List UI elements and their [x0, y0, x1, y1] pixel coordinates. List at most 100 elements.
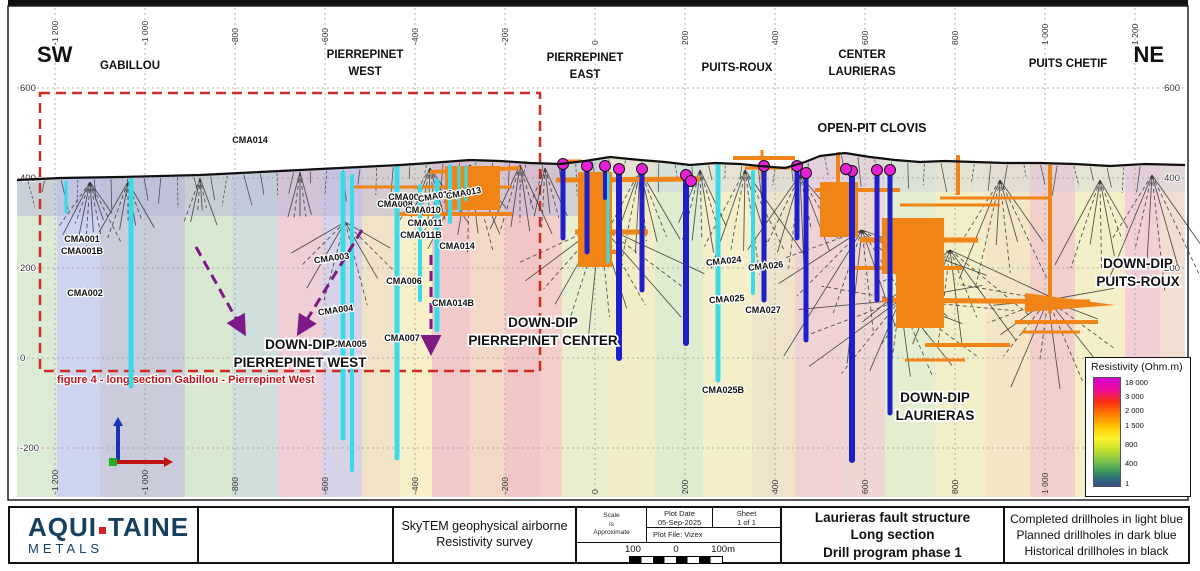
historical-drillhole: [260, 173, 265, 195]
historical-drillhole: [949, 249, 1017, 341]
historical-drillhole: [519, 164, 527, 187]
historical-drillhole: [177, 177, 179, 209]
historical-drillhole: [1090, 166, 1094, 181]
historical-drillhole: [424, 164, 471, 231]
survey-cell: SkyTEM geophysical airborne Resistivity …: [394, 508, 577, 562]
x-tick-label-bottom: -1 000: [140, 470, 150, 494]
scale-note-2: is: [609, 520, 614, 528]
historical-drillhole: [1146, 174, 1153, 259]
historical-drillhole: [1136, 166, 1141, 193]
historical-drillhole: [1151, 174, 1166, 291]
sheet: Sheet 1 of 1: [713, 508, 780, 528]
legend-tick: 2 000: [1125, 406, 1144, 416]
region-label: EAST: [570, 69, 601, 81]
historical-drillhole: [190, 177, 201, 223]
x-tick-label-bottom: -400: [410, 477, 420, 494]
historical-drillhole: [1121, 167, 1124, 194]
historical-drillhole: [541, 167, 546, 228]
historical-drillhole: [772, 169, 776, 186]
historical-drillhole: [1051, 165, 1058, 196]
region-label: CENTER: [838, 49, 886, 61]
region-label: WEST: [348, 66, 381, 78]
historical-drillhole: [1099, 179, 1129, 229]
historical-drillhole: [783, 229, 863, 357]
historical-drillhole: [639, 169, 668, 238]
corner-label-ne: NE: [1133, 42, 1164, 67]
historical-drillhole: [193, 177, 198, 192]
downdip-label: PIERREPINET CENTER: [468, 333, 618, 348]
drill-legend-historical: Historical drillholes in black: [1024, 544, 1169, 559]
figure-caption: figure 4 - long section Gabillou - Pierr…: [57, 374, 315, 386]
scale-note-1: Scale: [603, 512, 620, 520]
historical-drillhole: [126, 178, 128, 197]
drill-label: CMA014B: [432, 298, 475, 308]
historical-drillhole: [119, 181, 129, 230]
elevation-label-left: -200: [20, 443, 39, 454]
elevation-label-left: 600: [20, 83, 36, 94]
x-tick-label-top: -400: [410, 28, 420, 45]
historical-drillhole: [544, 167, 551, 214]
plot-frame: [7, 5, 1189, 501]
historical-drillhole: [182, 177, 201, 225]
legend-body: 18 000 3 000 2 000 1 500 800 400 1: [1091, 375, 1190, 488]
historical-drillhole: [857, 157, 862, 187]
drill-label: CMA002: [67, 288, 103, 298]
drill-label: CMA011: [407, 218, 442, 228]
planned-collar-dot: [884, 164, 896, 176]
logo-text: AQUI TAINE: [28, 514, 189, 540]
elevation-label-right: 600: [1164, 83, 1180, 94]
axes-icon-up-arrow: [113, 417, 123, 426]
x-tick-label-top: 800: [950, 31, 960, 45]
scalebar-zone: 100 0 100m: [577, 542, 780, 564]
logo-part2: TAINE: [108, 512, 190, 542]
historical-drillhole: [889, 299, 901, 374]
historical-drillhole: [1134, 174, 1153, 249]
drill-label: CMA001B: [61, 246, 104, 256]
downdip-label: DOWN-DIP: [508, 315, 578, 330]
logo-subtitle: METALS: [28, 541, 104, 556]
historical-drillhole: [489, 164, 521, 230]
planned-collar-dot: [599, 160, 611, 172]
survey-line-2: Resistivity survey: [436, 535, 533, 549]
historical-drillhole: [533, 167, 546, 217]
historical-drillhole: [89, 181, 104, 221]
historical-drillhole: [743, 169, 746, 251]
drawing-title-1: Laurieras fault structure: [814, 509, 971, 525]
fault-structure: [429, 166, 521, 174]
historical-drillhole: [1047, 299, 1097, 362]
drillhole-legend-cell: Completed drillholes in light blue Plann…: [1005, 508, 1188, 562]
historical-drillhole: [276, 173, 279, 196]
historical-drillhole: [809, 299, 901, 335]
historical-drillhole: [832, 229, 863, 314]
x-tick-label-top: -200: [500, 28, 510, 45]
downdip-label: DOWN-DIP: [1103, 256, 1173, 271]
survey-line-1: SkyTEM geophysical airborne: [401, 519, 568, 534]
historical-drillhole: [999, 179, 1044, 243]
historical-drillhole: [299, 171, 312, 215]
elevation-label-right: 400: [1164, 173, 1180, 184]
historical-drillhole: [288, 172, 294, 194]
historical-drillhole: [970, 163, 975, 185]
historical-drillhole: [599, 224, 687, 290]
scalebar-right: 100m: [711, 544, 735, 555]
plot-top-border: [8, 0, 1188, 6]
region-label: PIERREPINET: [327, 49, 404, 61]
plot-file: Plot File: Vizex: [653, 530, 703, 539]
company-logo: AQUI TAINE METALS: [10, 508, 199, 562]
logo-red-square-icon: [99, 527, 106, 534]
legend-tick: 1: [1125, 478, 1130, 488]
x-tick-label-bottom: 1 000: [1040, 472, 1050, 494]
legend-tick: 3 000: [1125, 392, 1144, 402]
historical-drillhole: [427, 167, 431, 228]
drill-label: CMA025: [709, 293, 745, 305]
historical-drillhole: [703, 169, 746, 247]
historical-drillhole: [869, 299, 901, 372]
historical-drillhole: [89, 181, 113, 214]
historical-drillhole: [85, 181, 91, 235]
downdip-label: PUITS-ROUX: [1096, 274, 1179, 289]
sheet-value: 1 of 1: [737, 518, 756, 528]
legend-tick: 800: [1125, 439, 1138, 449]
x-tick-label-top: 1 200: [1130, 23, 1140, 45]
historical-drillhole: [744, 169, 806, 257]
historical-drillhole: [287, 171, 301, 218]
